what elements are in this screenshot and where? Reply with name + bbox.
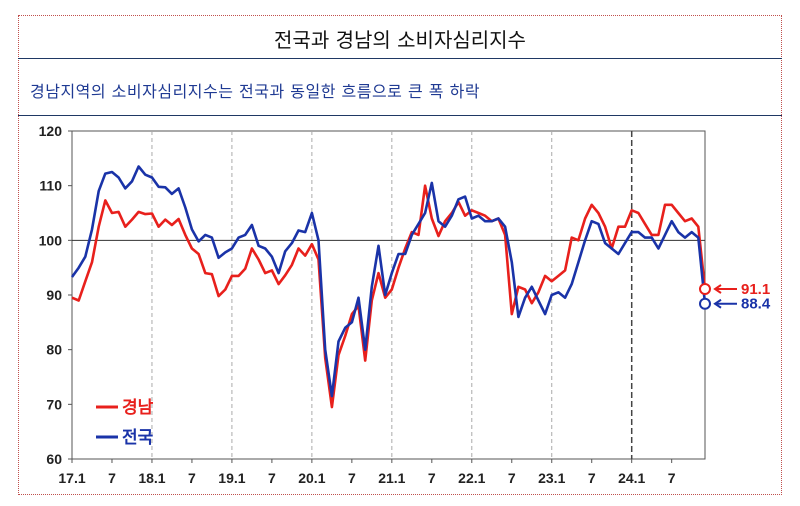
legend-label: 전국 <box>122 428 154 448</box>
subtitle-divider <box>18 115 782 116</box>
y-tick-label: 70 <box>46 396 62 412</box>
x-tick-label: 24.1 <box>618 470 645 486</box>
y-tick-label: 90 <box>46 287 62 303</box>
x-tick-label: 17.1 <box>58 470 85 486</box>
y-tick-label: 120 <box>39 123 63 139</box>
x-tick-label: 7 <box>428 470 436 486</box>
x-tick-label: 19.1 <box>218 470 245 486</box>
x-tick-label: 7 <box>268 470 276 486</box>
x-tick-label: 7 <box>108 470 116 486</box>
end-marker <box>699 282 711 295</box>
series-line-gyeongnam <box>71 184 707 409</box>
x-tick-label: 7 <box>508 470 516 486</box>
x-tick-label: 23.1 <box>538 470 565 486</box>
end-marker <box>699 297 711 310</box>
chart-subtitle: 경남지역의 소비자심리지수는 전국과 동일한 흐름으로 큰 폭 하락 <box>30 82 481 101</box>
x-tick-label: 7 <box>188 470 196 486</box>
end-arrow-head <box>713 284 722 294</box>
x-tick-label: 22.1 <box>458 470 485 486</box>
legend-label: 경남 <box>122 398 154 418</box>
x-tick-label: 7 <box>348 470 356 486</box>
x-tick-label: 21.1 <box>378 470 405 486</box>
end-arrow-head <box>713 298 722 309</box>
end-value-label: 88.4 <box>741 296 771 313</box>
x-tick-label: 18.1 <box>138 470 165 486</box>
x-tick-label: 7 <box>668 470 676 486</box>
series-line-national <box>70 165 707 398</box>
y-tick-label: 100 <box>39 232 63 248</box>
y-tick-label: 60 <box>46 451 62 467</box>
chart-title: 전국과 경남의 소비자심리지수 <box>18 18 782 59</box>
x-tick-label: 7 <box>588 470 596 486</box>
end-value-label: 91.1 <box>741 281 770 298</box>
y-tick-label: 80 <box>46 342 62 358</box>
x-tick-label: 20.1 <box>298 470 325 486</box>
chart-frame <box>18 15 782 495</box>
y-tick-label: 110 <box>39 178 62 194</box>
